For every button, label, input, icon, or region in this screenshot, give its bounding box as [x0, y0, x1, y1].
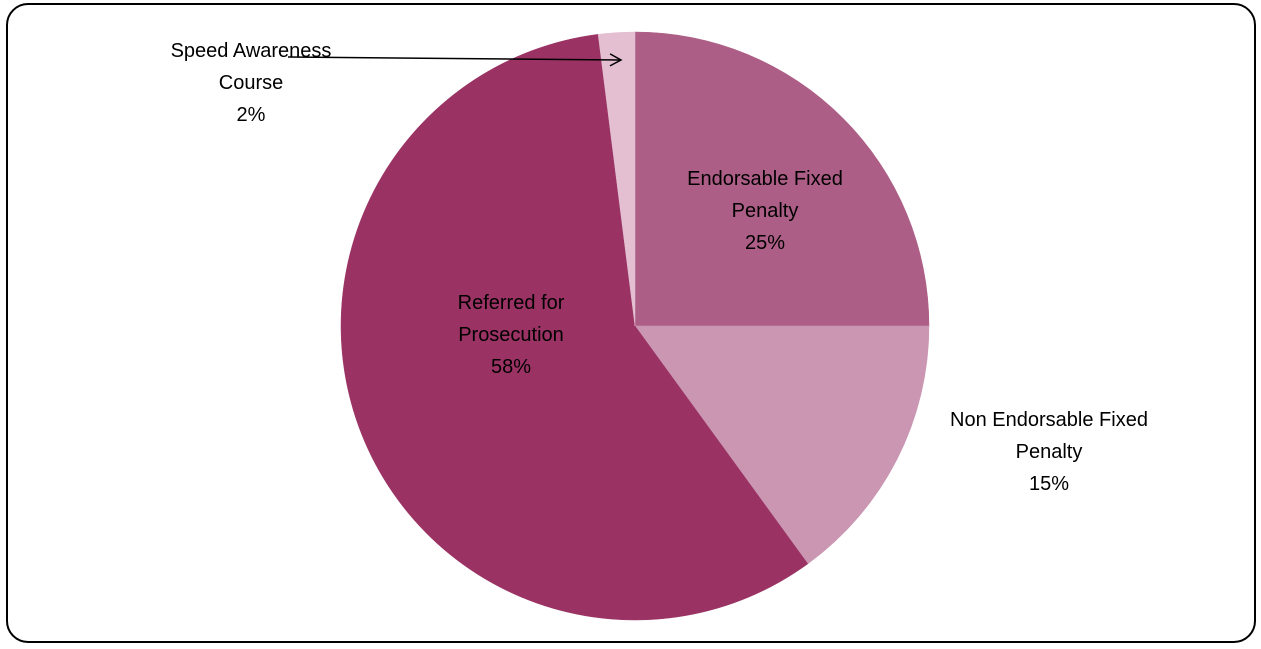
- pie-label-line: Penalty: [1016, 441, 1083, 463]
- pie-label-referred-for-prosecution: Referred for Prosecution 58%: [458, 292, 565, 378]
- pie-label-line: Prosecution: [458, 324, 564, 346]
- pie-label-line: Endorsable Fixed: [687, 168, 843, 190]
- pie-label-line: Referred for: [458, 292, 565, 314]
- pie-slice-endorsable-fixed-penalty: [634, 31, 930, 327]
- pie-label-line: 2%: [237, 104, 266, 126]
- pie-label-line: Speed Awareness: [171, 40, 332, 62]
- pie-label-line: Course: [219, 72, 283, 94]
- pie-label-line: Non Endorsable Fixed: [950, 409, 1148, 431]
- pie-label-speed-awareness-course: Speed Awareness Course 2%: [171, 40, 332, 126]
- pie-label-non-endorsable-fixed-penalty: Non Endorsable Fixed Penalty 15%: [950, 409, 1148, 495]
- pie-label-line: 58%: [491, 356, 531, 378]
- pie-slice-non-endorsable-fixed-penalty: [634, 325, 930, 565]
- pie-slices: [340, 31, 930, 621]
- pie-label-line: Penalty: [732, 200, 799, 222]
- pie-label-endorsable-fixed-penalty: Endorsable Fixed Penalty 25%: [687, 168, 843, 254]
- pie-label-line: 25%: [745, 232, 785, 254]
- pie-label-line: 15%: [1029, 473, 1069, 495]
- leader-arrow: [287, 53, 623, 67]
- pie-labels: Endorsable Fixed Penalty 25% Non Endorsable…: [171, 40, 1148, 495]
- pie-slice-referred-for-prosecution: [340, 34, 809, 621]
- pie-slice-speed-awareness-course: [597, 31, 636, 327]
